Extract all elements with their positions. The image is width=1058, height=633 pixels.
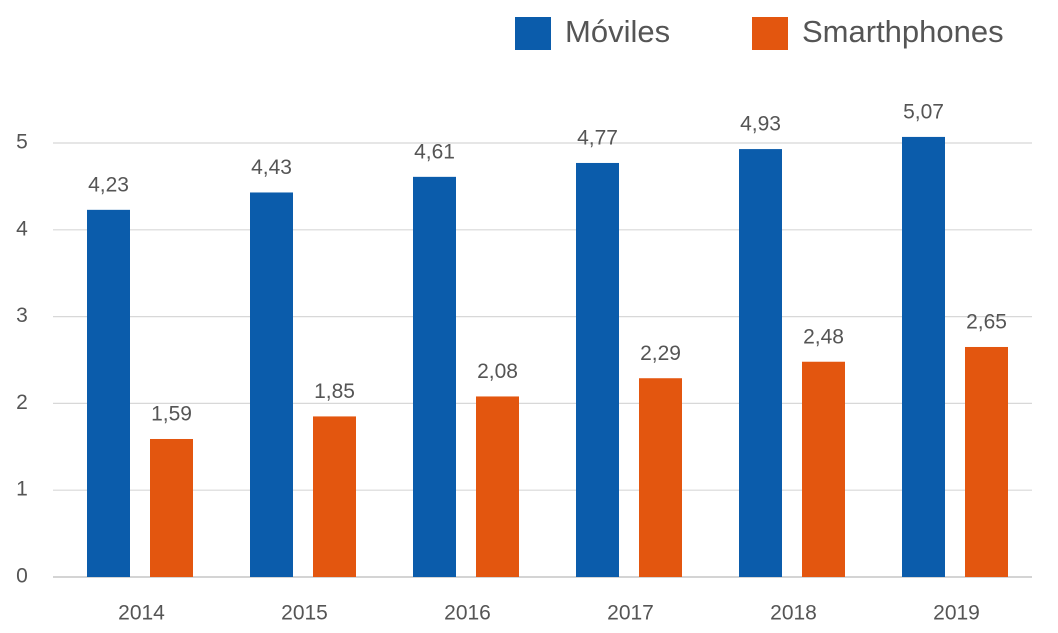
x-tick-label: 2019 [933, 602, 980, 625]
x-tick-label: 2016 [444, 602, 491, 625]
bar [639, 378, 682, 577]
value-label: 2,48 [803, 325, 844, 348]
y-tick-label: 3 [16, 304, 28, 327]
legend-label: Móviles [565, 14, 670, 49]
legend-swatch [752, 17, 788, 50]
y-tick-label: 5 [16, 131, 28, 154]
value-label: 4,93 [740, 113, 781, 136]
y-tick-label: 1 [16, 478, 28, 501]
bar [250, 192, 293, 577]
bar [802, 361, 845, 577]
x-tick-label: 2014 [118, 602, 165, 625]
x-tick-label: 2015 [281, 602, 328, 625]
bar [313, 416, 356, 577]
bar [965, 346, 1008, 577]
bar [902, 136, 945, 577]
bar [413, 176, 456, 578]
value-label: 4,61 [414, 140, 455, 163]
y-tick-label: 2 [16, 391, 28, 414]
x-tick-label: 2017 [607, 602, 654, 625]
value-label: 2,65 [966, 311, 1007, 334]
x-tick-label: 2018 [770, 602, 817, 625]
value-label: 4,77 [577, 127, 618, 150]
value-label: 4,43 [251, 156, 292, 179]
value-label: 5,07 [903, 100, 944, 123]
value-label: 2,08 [477, 360, 518, 383]
legend-swatch [515, 17, 551, 50]
y-tick-label: 4 [16, 217, 28, 240]
bar [87, 209, 130, 577]
bar [576, 162, 619, 578]
value-label: 1,59 [151, 403, 192, 426]
bar [476, 396, 519, 577]
legend-label: Smarthphones [802, 14, 1004, 49]
y-tick-label: 0 [16, 565, 28, 588]
value-label: 1,85 [314, 380, 355, 403]
value-label: 2,29 [640, 342, 681, 365]
bar [150, 438, 193, 577]
bar [739, 149, 782, 578]
value-label: 4,23 [88, 173, 129, 196]
